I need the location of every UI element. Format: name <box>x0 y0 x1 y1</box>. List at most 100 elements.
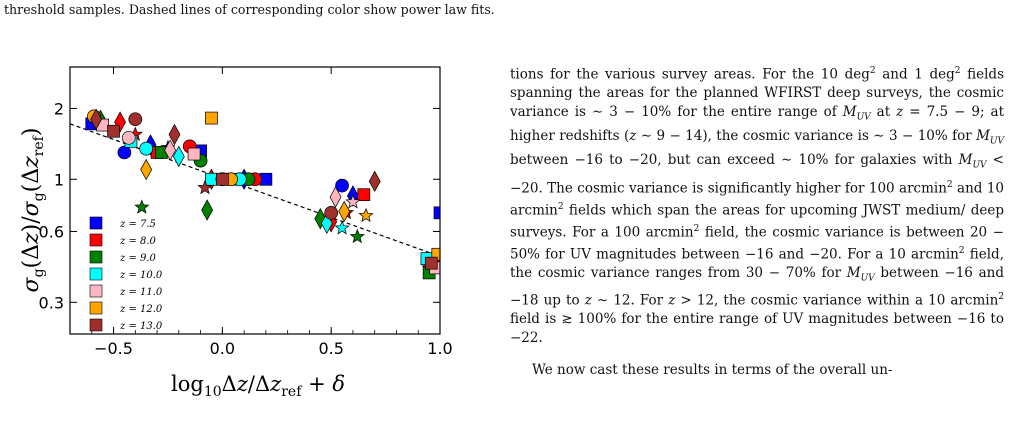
data-point-star <box>197 179 213 195</box>
legend-swatch <box>89 318 103 332</box>
text-run: M <box>976 127 990 144</box>
legend-entry: z = 9.0 <box>119 253 157 264</box>
text-run: ∼ 12. For <box>591 292 669 309</box>
axis-label-part: g <box>31 268 47 277</box>
legend-entry: z = 10.0 <box>119 270 163 281</box>
axis-label-part: ref <box>281 384 303 400</box>
axis-label-part: z <box>19 156 44 169</box>
text-run: ∼ 9 − 14), the cosmic variance is ∼ 3 − … <box>636 127 977 144</box>
text-run: UV <box>856 112 871 123</box>
legend-swatch <box>89 216 103 230</box>
text-run: between −16 to −20, but can exceed ∼ 10%… <box>510 152 959 169</box>
legend-swatch <box>89 233 103 247</box>
axis-label-part: 10 <box>204 384 222 400</box>
text-run: field, the cosmic variance ranges from 3… <box>510 246 1004 281</box>
axis-label-part: z <box>236 372 249 396</box>
data-point-star <box>345 194 361 209</box>
text-run: at <box>870 103 897 120</box>
legend: z = 7.5 z = 8.0 z = 9.0 z = 10.0 z = 11.0 z =… <box>89 216 163 332</box>
data-point-diamond <box>172 145 185 168</box>
data-point-star <box>349 228 365 244</box>
plot-frame <box>69 66 441 335</box>
data-point-diamond <box>90 108 103 130</box>
data-point-square <box>205 111 218 125</box>
text-run: 2 <box>946 179 953 190</box>
data-point-square <box>107 124 120 138</box>
y-tick-label: 0.6 <box>39 222 64 241</box>
data-point-diamond <box>338 200 351 223</box>
scatter-chart: −0.5 0.0 0.5 1.00.30.612 z = 7.5z = 8.0z = … <box>19 66 453 400</box>
legend-swatch <box>89 267 103 281</box>
text-run: z <box>584 292 592 309</box>
axis-label-part: + <box>301 372 332 396</box>
legend-entry: z = 13.0 <box>119 321 163 332</box>
text-run: = 7.5 − 9; at higher redshifts ( <box>510 103 1004 144</box>
text-run: > 12, the cosmic variance within a 10 ar… <box>675 292 999 309</box>
legend-swatch <box>89 250 103 264</box>
data-point-square <box>431 247 440 261</box>
text-run: 2 <box>958 245 965 256</box>
data-point-circle <box>139 141 154 156</box>
data-point-square <box>216 172 229 186</box>
y-tick-label: 0.3 <box>39 293 64 312</box>
axis-label-part: ) <box>19 128 44 137</box>
text-run: fields spanning the areas for the planne… <box>510 66 1004 120</box>
y-tick-label: 1 <box>54 170 64 189</box>
data-point-square <box>357 188 371 202</box>
axis-label-part: δ <box>332 372 345 396</box>
data-point-diamond <box>368 170 381 193</box>
text-run: field, the cosmic variance is between 20… <box>510 224 1004 263</box>
axis-label-part: z <box>19 232 44 245</box>
data-point-diamond <box>201 199 214 221</box>
axis-label-part: /Δ <box>248 372 270 396</box>
x-tick-label: 0.5 <box>318 339 343 358</box>
legend-swatch <box>89 284 103 298</box>
axis-label-part: log <box>171 372 204 396</box>
axis-label-part: (Δ <box>19 244 44 268</box>
axis-label-part: ref <box>31 134 47 156</box>
data-point-circle <box>117 145 132 160</box>
data-point-star <box>334 220 350 235</box>
data-point-circle <box>324 205 339 220</box>
paragraph-cosmic-variance: tions for the various survey areas. For … <box>510 62 1004 347</box>
axis-label-part: σ <box>19 276 44 292</box>
data-point-circle <box>335 178 349 193</box>
text-run: z <box>896 103 904 120</box>
y-tick-label: 2 <box>54 99 64 118</box>
text-run: z <box>668 292 676 309</box>
legend-entry: z = 8.0 <box>119 236 157 247</box>
legend-entry: z = 7.5 <box>119 219 156 230</box>
text-run: 2 <box>998 292 1004 303</box>
x-axis-label: log10Δz/Δzref + δ <box>171 372 345 400</box>
data-point-diamond <box>168 123 181 146</box>
x-tick-label: −0.5 <box>94 339 133 358</box>
text-run: fields which span the areas for upcoming… <box>510 202 1004 241</box>
y-axis-label: σg(Δz)/σg(Δzref) <box>19 128 47 293</box>
text-run: tions for the various survey areas. For … <box>510 66 870 83</box>
figure-caption-tail: threshold samples. Dashed lines of corre… <box>4 2 495 17</box>
legend-entry: z = 11.0 <box>119 287 163 298</box>
data-point-circle <box>121 130 136 145</box>
text-run: < −20. The cosmic variance is significan… <box>510 152 1004 197</box>
text-run: 2 <box>954 66 961 76</box>
text-run: 2 <box>869 66 876 76</box>
body-text: tions for the various survey areas. For … <box>510 62 1004 380</box>
text-run: between −16 and −18 up to <box>510 264 1004 309</box>
text-run: M <box>958 152 973 169</box>
text-run: and 1 deg <box>875 66 955 83</box>
text-run: M <box>846 264 861 281</box>
text-run: field is ≳ 100% for the entire range of … <box>510 311 1004 346</box>
data-point-square <box>424 256 438 270</box>
text-run: UV <box>972 160 987 171</box>
legend-entry: z = 12.0 <box>119 304 163 315</box>
axis-label-part: g <box>31 192 47 201</box>
data-point-diamond <box>140 158 153 181</box>
text-run: z <box>629 127 637 144</box>
x-tick-label: 1.0 <box>427 339 452 358</box>
text-run: UV <box>860 273 875 284</box>
text-run: 2 <box>557 201 564 212</box>
figure: −0.5 0.0 0.5 1.0 0.3 0.6 1 2 z = 7.5 z = 8.0 z = … <box>0 40 470 435</box>
data-point-star <box>134 199 150 214</box>
text-run: 2 <box>693 223 700 234</box>
paragraph-next: We now cast these results in terms of th… <box>532 362 893 379</box>
